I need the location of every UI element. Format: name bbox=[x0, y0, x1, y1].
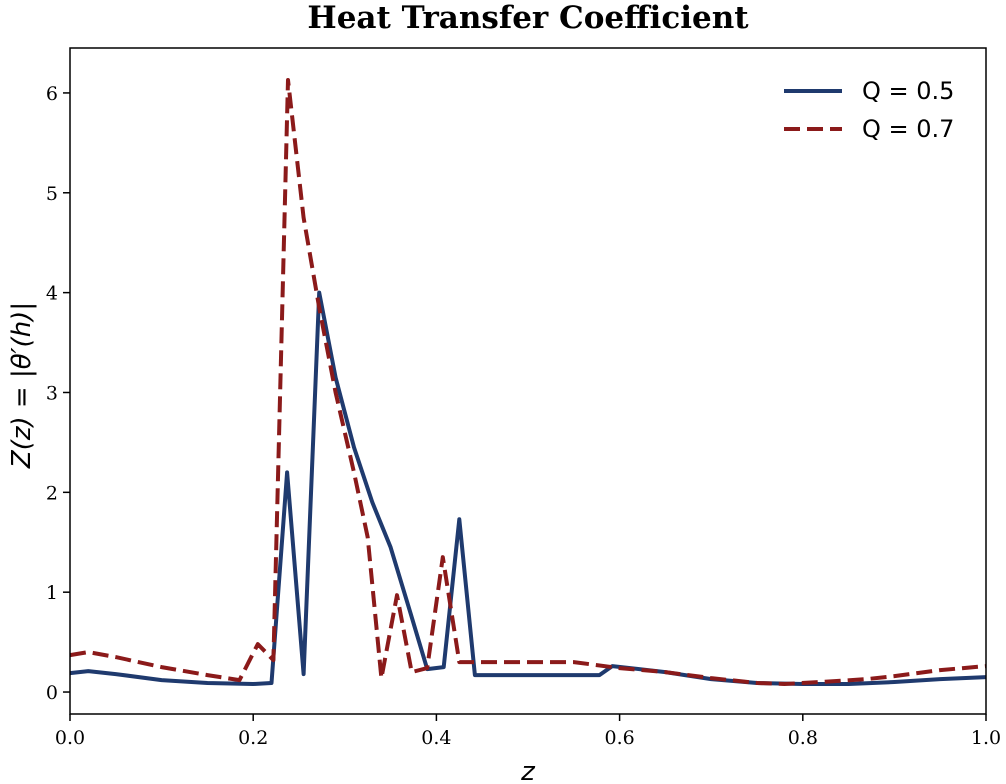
x-tick-label: 0.6 bbox=[604, 727, 634, 749]
y-tick-label: 4 bbox=[46, 283, 58, 305]
legend-label-2: Q = 0.7 bbox=[862, 115, 954, 143]
chart-title: Heat Transfer Coefficient bbox=[307, 0, 749, 36]
legend: Q = 0.5 Q = 0.7 bbox=[784, 77, 954, 143]
y-tick-label: 3 bbox=[46, 382, 58, 404]
y-tick-label: 6 bbox=[46, 83, 58, 105]
y-tick-label: 5 bbox=[46, 183, 58, 205]
x-tick-label: 1.0 bbox=[971, 727, 1001, 749]
y-tick-label: 0 bbox=[46, 682, 58, 704]
y-tick-label: 2 bbox=[46, 482, 58, 504]
y-tick-label: 1 bbox=[46, 582, 58, 604]
x-tick-label: 0.4 bbox=[421, 727, 451, 749]
series-line-1 bbox=[69, 290, 987, 686]
x-tick-label: 0.8 bbox=[788, 727, 818, 749]
series-line-2 bbox=[69, 78, 987, 686]
x-tick-label: 0.0 bbox=[55, 727, 85, 749]
plot-area: 0.0 0.2 0.4 0.6 0.8 1.0 0 1 2 3 4 5 6 bbox=[46, 47, 1001, 749]
legend-label-1: Q = 0.5 bbox=[862, 77, 954, 105]
y-axis-label: Z(z) = |θ′(h)| bbox=[7, 302, 37, 469]
plot-frame bbox=[69, 47, 987, 715]
x-axis-label: z bbox=[520, 757, 536, 784]
x-tick-label: 0.2 bbox=[238, 727, 268, 749]
